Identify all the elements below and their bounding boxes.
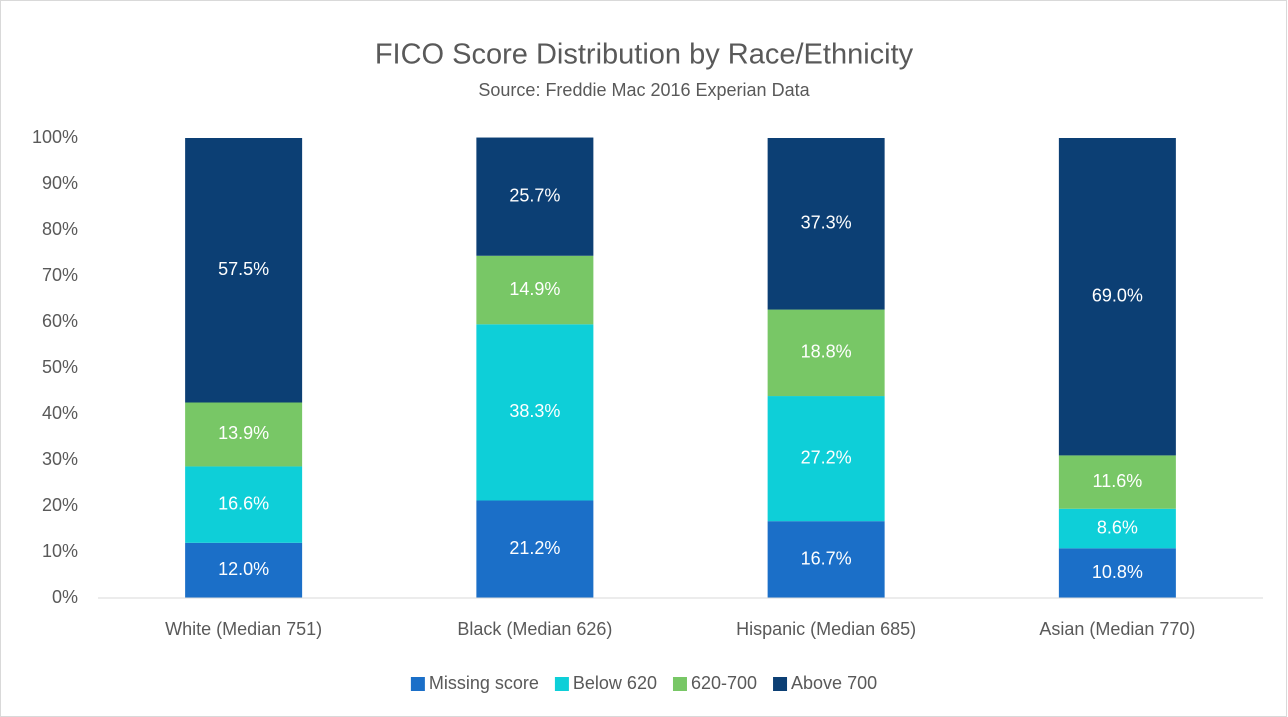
y-tick-label: 20% [42, 495, 78, 515]
data-label: 27.2% [801, 447, 852, 467]
bar-segment [185, 402, 303, 467]
bar-segment [185, 138, 303, 403]
data-label: 10.8% [1092, 562, 1143, 582]
data-label: 13.9% [218, 423, 269, 443]
data-label: 21.2% [509, 538, 560, 558]
bar-segment [767, 138, 885, 310]
data-label: 18.8% [801, 342, 852, 362]
y-tick-label: 90% [42, 173, 78, 193]
y-tick-label: 80% [42, 219, 78, 239]
legend-label: Missing score [429, 673, 539, 693]
bar-segment [767, 309, 885, 397]
data-label: 14.9% [509, 279, 560, 299]
bar-segment [476, 324, 594, 501]
data-label: 69.0% [1092, 285, 1143, 305]
legend-label: 620-700 [691, 673, 757, 693]
x-tick-label: White (Median 751) [165, 619, 322, 639]
bar-segment [767, 396, 885, 522]
data-label: 8.6% [1097, 517, 1138, 537]
y-tick-label: 60% [42, 311, 78, 331]
bar-segment [476, 500, 594, 598]
legend-swatch [410, 677, 425, 691]
bar-segment [767, 521, 885, 598]
chart-title: FICO Score Distribution by Race/Ethnicit… [375, 39, 914, 71]
data-label: 25.7% [509, 185, 560, 205]
legend-swatch [554, 677, 569, 691]
y-tick-label: 40% [42, 403, 78, 423]
chart-subtitle: Source: Freddie Mac 2016 Experian Data [478, 80, 810, 100]
bar-segment [185, 542, 303, 598]
y-tick-label: 0% [52, 587, 78, 607]
bar-segment [1058, 455, 1176, 509]
legend-label: Above 700 [791, 673, 877, 693]
y-tick-label: 70% [42, 265, 78, 285]
data-label: 16.6% [218, 493, 269, 513]
data-label: 37.3% [801, 213, 852, 233]
legend-label: Below 620 [573, 673, 657, 693]
bar-segment [476, 255, 594, 325]
y-tick-label: 30% [42, 449, 78, 469]
bar-segment [1058, 548, 1176, 598]
data-label: 57.5% [218, 259, 269, 279]
x-tick-label: Asian (Median 770) [1039, 619, 1195, 639]
x-tick-label: Black (Median 626) [457, 619, 612, 639]
legend-swatch [773, 677, 788, 691]
y-tick-label: 50% [42, 357, 78, 377]
x-tick-label: Hispanic (Median 685) [736, 619, 916, 639]
data-label: 11.6% [1093, 471, 1143, 491]
bar-segment [1058, 138, 1176, 456]
y-tick-label: 100% [32, 127, 78, 147]
bar-segment [185, 466, 303, 543]
bar-segment [476, 137, 594, 256]
y-tick-label: 10% [42, 541, 78, 561]
bar-segment [1058, 508, 1176, 549]
data-label: 38.3% [509, 401, 560, 421]
data-label: 16.7% [801, 548, 852, 568]
data-label: 12.0% [218, 559, 269, 579]
legend-swatch [672, 677, 687, 691]
